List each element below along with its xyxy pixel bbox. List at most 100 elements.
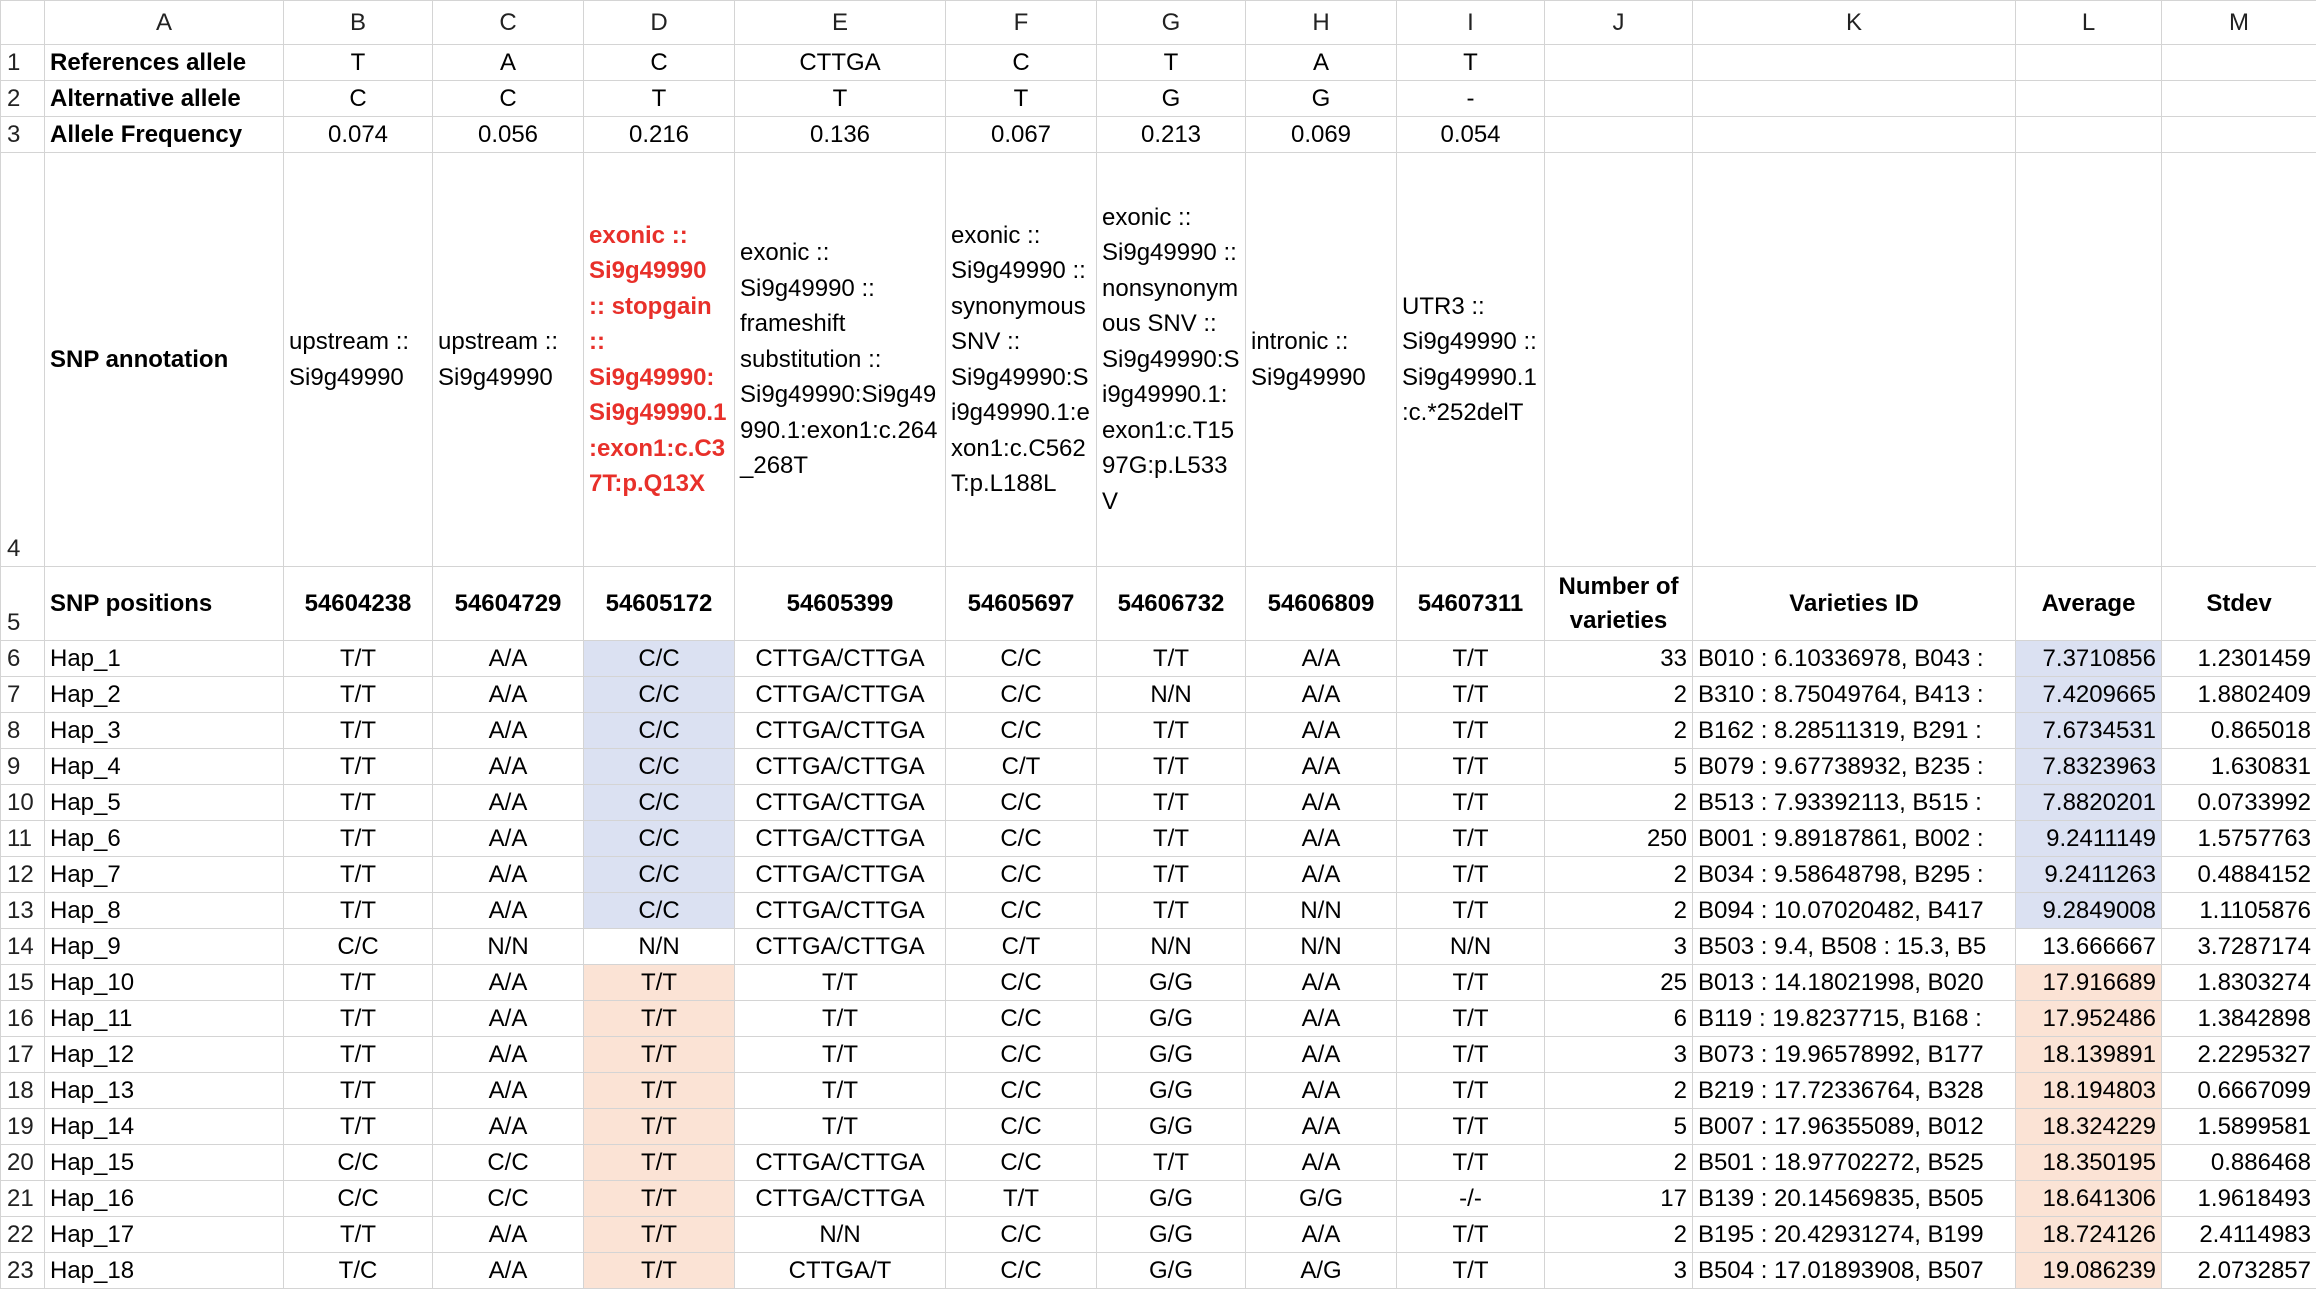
cell[interactable]: intronic :: Si9g49990 [1245, 152, 1397, 567]
cell[interactable]: N/N [1096, 676, 1246, 713]
cell[interactable]: 18.194803 [2015, 1072, 2162, 1109]
cell[interactable]: T/T [283, 1000, 433, 1037]
cell[interactable]: 7.4209665 [2015, 676, 2162, 713]
cell[interactable]: C/C [945, 892, 1097, 929]
cell[interactable]: CTTGA/CTTGA [734, 640, 946, 677]
cell[interactable]: N/N [734, 1216, 946, 1253]
cell[interactable]: 25 [1544, 964, 1693, 1001]
cell[interactable]: C/C [945, 1252, 1097, 1289]
cell[interactable]: 250 [1544, 820, 1693, 857]
cell[interactable]: A/A [1245, 1144, 1397, 1181]
cell[interactable]: T/T [283, 856, 433, 893]
cell[interactable]: T/T [583, 964, 735, 1001]
cell[interactable]: 18.324229 [2015, 1108, 2162, 1145]
cell[interactable]: 18.139891 [2015, 1036, 2162, 1073]
cell[interactable]: exonic :: Si9g49990 :: synonymous SNV ::… [945, 152, 1097, 567]
cell[interactable]: B162 : 8.28511319, B291 : [1692, 712, 2016, 749]
cell[interactable]: G/G [1096, 1036, 1246, 1073]
cell[interactable]: 1.9618493 [2161, 1180, 2316, 1217]
cell[interactable]: 9.2849008 [2015, 892, 2162, 929]
cell[interactable]: Hap_11 [44, 1000, 284, 1037]
cell[interactable]: A [1245, 44, 1397, 81]
cell[interactable]: 3 [1544, 928, 1693, 965]
cell[interactable] [2015, 80, 2162, 117]
column-header[interactable]: F [945, 0, 1097, 45]
cell[interactable]: 3.7287174 [2161, 928, 2316, 965]
cell[interactable]: C/C [945, 1072, 1097, 1109]
cell[interactable]: T/T [283, 820, 433, 857]
column-header[interactable]: B [283, 0, 433, 45]
cell[interactable]: T/T [1096, 640, 1246, 677]
cell[interactable]: 2 [1544, 1144, 1693, 1181]
cell[interactable]: Stdev [2161, 566, 2316, 641]
cell[interactable]: C/C [945, 784, 1097, 821]
cell[interactable] [2161, 152, 2316, 567]
row-header[interactable]: 12 [0, 856, 45, 893]
cell[interactable]: 2.0732857 [2161, 1252, 2316, 1289]
cell[interactable]: T/T [583, 1144, 735, 1181]
cell[interactable]: C/C [945, 856, 1097, 893]
cell[interactable]: 0.0733992 [2161, 784, 2316, 821]
cell[interactable]: T/T [734, 1000, 946, 1037]
cell[interactable]: T/T [1396, 784, 1545, 821]
cell[interactable]: T/T [283, 1072, 433, 1109]
cell[interactable] [1692, 80, 2016, 117]
cell[interactable]: 2.4114983 [2161, 1216, 2316, 1253]
cell[interactable]: A/A [432, 1072, 584, 1109]
cell[interactable]: 54605399 [734, 566, 946, 641]
row-header[interactable]: 10 [0, 784, 45, 821]
cell[interactable]: A/A [432, 856, 584, 893]
cell[interactable]: T/T [1396, 1000, 1545, 1037]
cell[interactable]: 0.886468 [2161, 1144, 2316, 1181]
cell[interactable]: 13.666667 [2015, 928, 2162, 965]
column-header[interactable]: C [432, 0, 584, 45]
column-header[interactable]: J [1544, 0, 1693, 45]
cell[interactable]: G/G [1245, 1180, 1397, 1217]
cell[interactable]: upstream :: Si9g49990 [432, 152, 584, 567]
cell[interactable]: UTR3 :: Si9g49990 :: Si9g49990.1:c.*252d… [1396, 152, 1545, 567]
cell[interactable]: Average [2015, 566, 2162, 641]
cell[interactable]: T/T [1396, 1252, 1545, 1289]
row-header[interactable]: 23 [0, 1252, 45, 1289]
cell[interactable]: C/C [583, 640, 735, 677]
cell[interactable]: 7.8820201 [2015, 784, 2162, 821]
cell[interactable]: T/T [1396, 1072, 1545, 1109]
cell[interactable]: T [283, 44, 433, 81]
cell[interactable]: C/C [945, 1144, 1097, 1181]
cell[interactable]: 2 [1544, 892, 1693, 929]
cell[interactable]: 54605172 [583, 566, 735, 641]
cell[interactable] [1692, 116, 2016, 153]
cell[interactable]: T [945, 80, 1097, 117]
row-header[interactable]: 3 [0, 116, 45, 153]
cell[interactable]: A/A [1245, 676, 1397, 713]
cell[interactable]: B513 : 7.93392113, B515 : [1692, 784, 2016, 821]
row-header[interactable]: 17 [0, 1036, 45, 1073]
cell[interactable]: 1.2301459 [2161, 640, 2316, 677]
column-header[interactable]: D [583, 0, 735, 45]
cell[interactable]: A/A [1245, 820, 1397, 857]
cell[interactable]: C/C [945, 676, 1097, 713]
cell[interactable] [2015, 44, 2162, 81]
cell[interactable]: T/T [583, 1036, 735, 1073]
cell[interactable]: CTTGA/CTTGA [734, 820, 946, 857]
cell[interactable]: C [432, 80, 584, 117]
row-header[interactable]: 7 [0, 676, 45, 713]
column-header[interactable]: K [1692, 0, 2016, 45]
cell[interactable] [1692, 44, 2016, 81]
cell[interactable]: A/A [432, 1036, 584, 1073]
cell[interactable]: A/A [432, 1216, 584, 1253]
cell[interactable] [1544, 152, 1693, 567]
cell[interactable]: C/C [945, 820, 1097, 857]
cell[interactable]: CTTGA/CTTGA [734, 892, 946, 929]
cell[interactable]: Hap_16 [44, 1180, 284, 1217]
cell[interactable]: A/A [1245, 1216, 1397, 1253]
cell[interactable]: T/T [1396, 1216, 1545, 1253]
cell[interactable]: T/T [283, 1108, 433, 1145]
cell[interactable]: 0.074 [283, 116, 433, 153]
cell[interactable]: T/T [945, 1180, 1097, 1217]
row-header[interactable]: 21 [0, 1180, 45, 1217]
cell[interactable]: Hap_4 [44, 748, 284, 785]
cell[interactable]: 0.6667099 [2161, 1072, 2316, 1109]
cell[interactable]: 7.8323963 [2015, 748, 2162, 785]
cell[interactable]: T/T [1096, 1144, 1246, 1181]
